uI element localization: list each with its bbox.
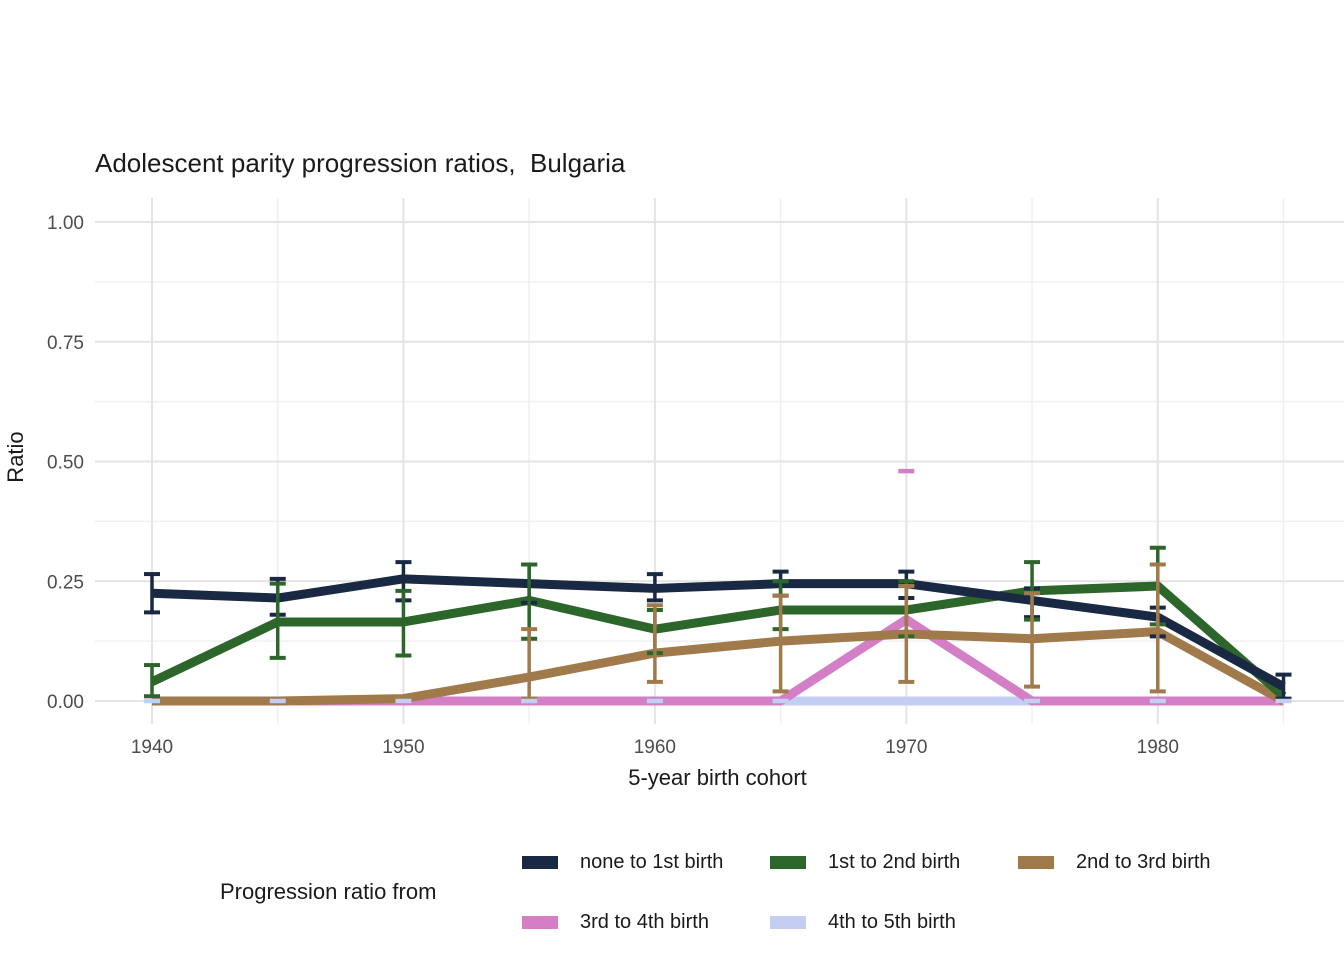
- x-tick-label: 1980: [1137, 737, 1179, 758]
- chart-title: Adolescent parity progression ratios, Bu…: [95, 148, 626, 178]
- legend-item-1st-to-2nd-birth: 1st to 2nd birth: [770, 851, 1018, 874]
- y-axis-title: Ratio: [3, 431, 28, 483]
- y-tick-label: 1.00: [47, 213, 84, 234]
- legend-label: none to 1st birth: [580, 851, 724, 873]
- y-tick-label: 0.00: [47, 692, 84, 713]
- legend-swatch-3rd-to-4th-birth: [522, 916, 558, 929]
- legend-row-1: none to 1st birth 1st to 2nd birth 2nd t…: [522, 851, 1266, 874]
- legend-title: Progression ratio from: [220, 879, 437, 904]
- series-line-none-to-1st-birth: [151, 574, 1286, 691]
- x-tick-label: 1960: [634, 737, 676, 758]
- x-axis-title: 5-year birth cohort: [628, 765, 807, 790]
- y-tick-label: 0.75: [47, 333, 84, 354]
- legend-item-2nd-to-3rd-birth: 2nd to 3rd birth: [1018, 851, 1266, 874]
- legend-item-4th-to-5th-birth: 4th to 5th birth: [770, 911, 1018, 934]
- series-line-1st-to-2nd-birth: [150, 581, 1287, 700]
- legend-label: 2nd to 3rd birth: [1076, 851, 1211, 873]
- series-line-2nd-to-3rd-birth: [152, 627, 1286, 706]
- legend-label: 4th to 5th birth: [828, 911, 956, 933]
- legend-item-none-to-1st-birth: none to 1st birth: [522, 851, 770, 874]
- legend-label: 3rd to 4th birth: [580, 911, 709, 933]
- y-tick-label: 0.50: [47, 453, 84, 474]
- x-tick-label: 1940: [131, 737, 173, 758]
- legend-swatch-2nd-to-3rd-birth: [1018, 856, 1054, 869]
- x-tick-label: 1970: [885, 737, 927, 758]
- legend-swatch-none-to-1st-birth: [522, 856, 558, 869]
- legend-item-3rd-to-4th-birth: 3rd to 4th birth: [522, 911, 770, 934]
- legend-label: 1st to 2nd birth: [828, 851, 961, 873]
- x-tick-label: 1950: [382, 737, 424, 758]
- y-tick-label: 0.25: [47, 572, 84, 593]
- legend-swatch-1st-to-2nd-birth: [770, 856, 806, 869]
- legend-row-2: 3rd to 4th birth 4th to 5th birth: [522, 911, 1018, 934]
- legend-swatch-4th-to-5th-birth: [770, 916, 806, 929]
